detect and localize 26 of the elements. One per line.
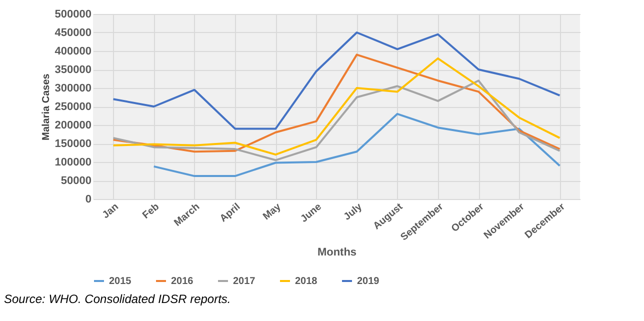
y-tick-label: 0 — [85, 194, 92, 206]
y-tick-label: 50000 — [60, 175, 92, 187]
x-tick-label: Jan — [100, 202, 121, 222]
legend-label: 2018 — [295, 276, 318, 287]
legend-label: 2019 — [357, 276, 380, 287]
line-series — [112, 32, 561, 130]
x-axis-title: Months — [317, 246, 357, 258]
y-tick-label: 200000 — [54, 120, 92, 132]
y-tick-label: 350000 — [54, 64, 92, 76]
y-tick-label: 500000 — [54, 8, 92, 20]
legend-label: 2016 — [171, 276, 194, 287]
y-tick-label: 250000 — [54, 101, 92, 113]
x-tick-label: May — [261, 201, 284, 222]
y-tick-label: 100000 — [54, 156, 92, 168]
x-tick-label: July — [342, 201, 365, 223]
legend-label: 2017 — [233, 276, 256, 287]
source-note: Source: WHO. Consolidated IDSR reports. — [3, 291, 232, 308]
y-tick-label: 400000 — [54, 46, 92, 58]
y-tick-label: 300000 — [54, 82, 92, 94]
line-series — [152, 112, 561, 178]
legend-label: 2015 — [109, 276, 132, 287]
y-tick-label: 450000 — [54, 27, 92, 39]
x-tick-label: Feb — [140, 202, 162, 222]
y-axis-title: Malaria Cases — [40, 73, 52, 140]
line-series — [112, 80, 561, 162]
y-tick-label: 150000 — [54, 138, 92, 150]
